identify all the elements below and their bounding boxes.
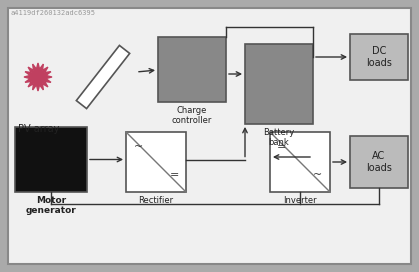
Text: =: = — [169, 170, 178, 180]
Bar — [350, 34, 408, 80]
Text: Rectifier: Rectifier — [138, 196, 173, 205]
Bar — [126, 132, 186, 192]
Text: PV array: PV array — [18, 124, 59, 134]
Bar — [15, 127, 87, 192]
Text: ~: ~ — [313, 170, 323, 180]
Text: AC
loads: AC loads — [366, 151, 392, 173]
Text: Motor
generator: Motor generator — [26, 196, 76, 215]
Text: DC
loads: DC loads — [366, 46, 392, 68]
Text: Battery
bank: Battery bank — [264, 128, 295, 147]
Text: Inverter: Inverter — [283, 196, 317, 205]
Bar — [350, 136, 408, 188]
Bar — [270, 132, 330, 192]
Text: ~: ~ — [133, 142, 142, 152]
Bar — [245, 44, 313, 124]
Polygon shape — [24, 63, 52, 91]
Polygon shape — [76, 45, 129, 109]
Text: Charge
controller: Charge controller — [172, 106, 212, 125]
Text: a4119df260132adc6395: a4119df260132adc6395 — [10, 10, 95, 16]
Bar — [158, 37, 226, 102]
Text: =: = — [277, 142, 287, 152]
